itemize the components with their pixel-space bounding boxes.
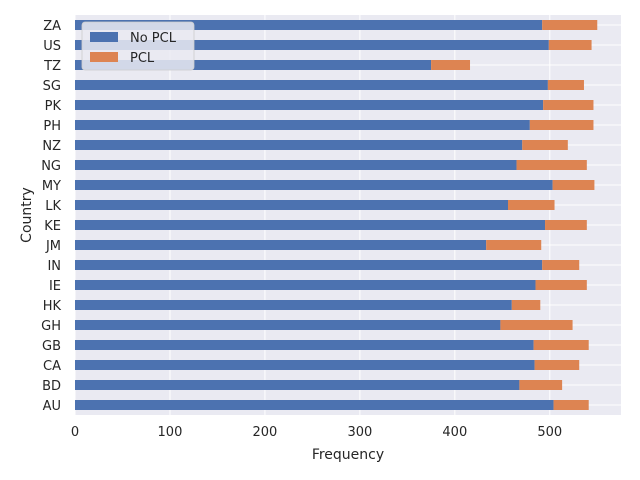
bar-pcl bbox=[535, 280, 587, 290]
bar-no-pcl bbox=[75, 20, 543, 30]
bar-pcl bbox=[542, 20, 598, 30]
plot-background bbox=[75, 15, 621, 415]
bar-pcl bbox=[486, 240, 542, 250]
bar-pcl bbox=[553, 400, 589, 410]
bar-pcl bbox=[533, 340, 589, 350]
y-tick-label: SG bbox=[43, 79, 61, 94]
bar-no-pcl bbox=[75, 320, 501, 330]
bar-pcl bbox=[534, 360, 580, 370]
bar-pcl bbox=[511, 300, 541, 310]
y-tick-label: GB bbox=[42, 339, 61, 354]
bar-pcl bbox=[547, 80, 584, 90]
legend: No PCL PCL bbox=[81, 21, 195, 71]
bar-no-pcl bbox=[75, 200, 509, 210]
y-tick-label: MY bbox=[42, 179, 61, 194]
y-tick-label: KE bbox=[44, 219, 61, 234]
bar-no-pcl bbox=[75, 180, 553, 190]
bar-pcl bbox=[431, 60, 471, 70]
bar-no-pcl bbox=[75, 240, 487, 250]
y-tick-label: GH bbox=[41, 319, 61, 334]
bar-pcl bbox=[542, 260, 580, 270]
y-tick-label: IE bbox=[49, 279, 61, 294]
y-tick-label: ZA bbox=[43, 19, 61, 34]
tick-labels: 0 100 200 300 400 500 AU BD CA GB GH HK IE IN JM KE LK MY… bbox=[41, 19, 562, 440]
y-tick-label: JM bbox=[45, 239, 61, 254]
bar-pcl bbox=[508, 200, 555, 210]
bar-no-pcl bbox=[75, 400, 554, 410]
x-axis-title: Frequency bbox=[312, 447, 384, 463]
bar-no-pcl bbox=[75, 80, 548, 90]
bar-pcl bbox=[552, 180, 595, 190]
y-tick-label: IN bbox=[47, 259, 61, 274]
bar-no-pcl bbox=[75, 120, 530, 130]
bar-no-pcl bbox=[75, 140, 523, 150]
y-tick-label: HK bbox=[43, 299, 62, 314]
x-tick-label: 200 bbox=[252, 425, 277, 440]
bar-pcl bbox=[522, 140, 568, 150]
bars bbox=[75, 20, 598, 410]
y-tick-label: US bbox=[43, 39, 61, 54]
y-tick-label: PH bbox=[43, 119, 61, 134]
y-tick-label: AU bbox=[43, 399, 61, 414]
bar-pcl bbox=[519, 380, 563, 390]
bar-no-pcl bbox=[75, 160, 517, 170]
y-tick-label: PK bbox=[45, 99, 62, 114]
bar-pcl bbox=[548, 40, 592, 50]
y-tick-label: NZ bbox=[42, 139, 61, 154]
bar-pcl bbox=[516, 160, 587, 170]
bar-pcl bbox=[500, 320, 573, 330]
x-tick-label: 300 bbox=[347, 425, 372, 440]
bar-no-pcl bbox=[75, 220, 546, 230]
y-tick-label: LK bbox=[45, 199, 61, 214]
x-tick-label: 400 bbox=[442, 425, 467, 440]
legend-swatch bbox=[90, 32, 118, 42]
bar-pcl bbox=[545, 220, 587, 230]
bar-no-pcl bbox=[75, 260, 543, 270]
bar-pcl bbox=[529, 120, 594, 130]
bar-no-pcl bbox=[75, 300, 512, 310]
y-tick-label: CA bbox=[43, 359, 61, 374]
bar-no-pcl bbox=[75, 360, 535, 370]
legend-label: PCL bbox=[130, 51, 155, 66]
bar-pcl bbox=[543, 100, 594, 110]
bar-no-pcl bbox=[75, 40, 549, 50]
legend-label: No PCL bbox=[130, 31, 177, 46]
bar-no-pcl bbox=[75, 280, 536, 290]
legend-swatch bbox=[90, 52, 118, 62]
y-axis-title: Country bbox=[19, 187, 35, 243]
bar-no-pcl bbox=[75, 60, 432, 70]
x-tick-label: 100 bbox=[158, 425, 183, 440]
x-tick-label: 500 bbox=[537, 425, 562, 440]
y-tick-label: TZ bbox=[43, 59, 61, 74]
bar-no-pcl bbox=[75, 380, 520, 390]
bar-no-pcl bbox=[75, 340, 534, 350]
bar-no-pcl bbox=[75, 100, 544, 110]
y-tick-label: BD bbox=[42, 379, 61, 394]
y-tick-label: NG bbox=[41, 159, 61, 174]
x-tick-label: 0 bbox=[71, 425, 79, 440]
